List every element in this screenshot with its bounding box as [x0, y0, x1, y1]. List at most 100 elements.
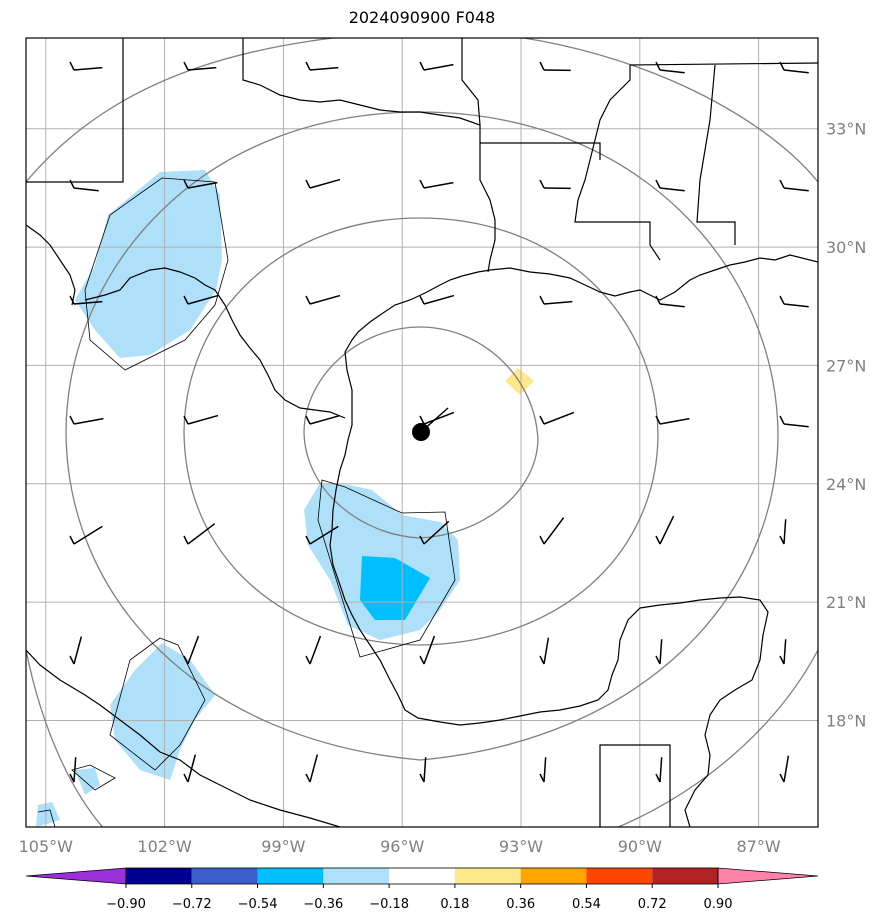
- coastline-texas-south: [329, 351, 769, 827]
- shade-light-blue-south: [110, 643, 215, 780]
- wind-barb: [779, 755, 790, 783]
- wind-barb: [69, 295, 103, 305]
- lat-tick-label: 18°N: [826, 711, 866, 730]
- wind-barb: [539, 637, 550, 665]
- wind-barb: [539, 517, 565, 545]
- wind-barb: [779, 61, 809, 74]
- shade-light-blue-small-1: [75, 768, 100, 795]
- wind-barb: [305, 635, 322, 665]
- colorbar-tick-label: 0.72: [638, 897, 667, 912]
- lat-tick-label: 27°N: [826, 356, 866, 375]
- colorbar-tick-label: 0.90: [704, 897, 733, 912]
- lon-tick-label: 93°W: [499, 837, 543, 856]
- border-tennessee: [629, 62, 818, 66]
- border-states-west: [26, 38, 124, 183]
- coastline-mexico-west: [26, 224, 76, 306]
- contour-west: [84, 177, 229, 371]
- contour-small-2: [37, 809, 56, 827]
- wind-barb: [655, 639, 663, 665]
- colorbar-tick-label: −0.36: [303, 897, 343, 912]
- wind-barb: [655, 61, 685, 74]
- wind-barb: [305, 178, 341, 189]
- lon-tick-label: 99°W: [261, 837, 305, 856]
- colorbar-tick-label: −0.72: [172, 897, 212, 912]
- wind-barb: [419, 411, 455, 425]
- colorbar-segment: [520, 868, 587, 884]
- contour-lines: [37, 177, 456, 827]
- coastline-mexico-pacific: [26, 649, 341, 827]
- wind-barb: [305, 525, 339, 545]
- border-texas-north: [242, 38, 496, 273]
- coastlines-borders: [26, 38, 818, 827]
- colorbar-segment: [586, 868, 653, 884]
- gridlines: [26, 38, 818, 827]
- wind-barb: [183, 523, 216, 545]
- border-alabama: [696, 64, 736, 245]
- colorbar-segment: [323, 868, 390, 884]
- colorbar-tick-label: −0.18: [369, 897, 409, 912]
- wind-barb: [655, 179, 685, 192]
- wind-barb: [183, 61, 217, 71]
- wind-barb: [69, 415, 104, 425]
- wind-barb: [779, 179, 809, 192]
- wind-barb: [419, 179, 454, 189]
- wind-barb: [69, 61, 103, 71]
- lon-tick-label: 90°W: [618, 837, 662, 856]
- wind-barb: [183, 414, 219, 425]
- lat-tick-label: 33°N: [826, 120, 866, 139]
- wind-barb: [779, 415, 809, 428]
- border-arkansas: [480, 142, 601, 160]
- coastline-gulf-north: [344, 254, 818, 353]
- colorbar-segment: [191, 868, 258, 884]
- border-mississippi: [574, 65, 661, 261]
- range-ring-middle: [183, 217, 659, 646]
- map-frame: [25, 37, 819, 828]
- shade-blue-gulf: [360, 556, 430, 620]
- wind-barb: [183, 294, 219, 305]
- lat-tick-label: 21°N: [826, 593, 866, 612]
- colorbar-tick-label: 0.36: [506, 897, 535, 912]
- lon-tick-label: 96°W: [380, 837, 424, 856]
- lon-tick-label: 105°W: [19, 837, 74, 856]
- colorbar-segment: [257, 868, 324, 884]
- wind-barb: [183, 179, 218, 189]
- colorbar-segment: [454, 868, 521, 884]
- border-oklahoma: [461, 38, 481, 126]
- wind-barb: [69, 757, 77, 783]
- wind-barb: [69, 525, 103, 545]
- shade-light-blue-small-2: [36, 802, 60, 827]
- contour-south: [109, 637, 206, 771]
- shaded-regions: [36, 170, 534, 827]
- wind-barb: [419, 757, 427, 783]
- colorbar-extend-low: [25, 867, 127, 885]
- wind-barb: [183, 635, 200, 665]
- wind-barb: [69, 636, 83, 665]
- border-guatemala: [599, 744, 671, 827]
- lon-tick-label: 87°W: [737, 837, 781, 856]
- wind-barb: [183, 754, 197, 783]
- colorbar-tick-label: 0.54: [572, 897, 601, 912]
- wind-barb: [655, 415, 690, 425]
- wind-barb: [539, 61, 571, 72]
- colorbar-tick-label: −0.90: [106, 897, 146, 912]
- wind-barb: [305, 294, 341, 305]
- colorbar: −0.90 −0.72 −0.54 −0.36 −0.18 0.18 0.36 0.54 0.7…: [25, 867, 819, 912]
- range-ring-outer: [65, 111, 779, 761]
- lat-tick-label: 24°N: [826, 475, 866, 494]
- wind-barb: [655, 757, 663, 783]
- border-us-mexico: [84, 267, 346, 419]
- wind-barb: [539, 411, 575, 425]
- wind-barb: [539, 295, 573, 305]
- contour-small: [71, 764, 116, 791]
- wind-barb: [655, 515, 675, 545]
- wind-barb: [655, 295, 685, 308]
- wind-barb: [419, 635, 436, 665]
- wind-barb: [539, 179, 571, 190]
- wind-barb: [69, 179, 99, 192]
- map-title: 2024090900 F048: [348, 8, 496, 27]
- lat-tick-label: 30°N: [826, 238, 866, 257]
- colorbar-extend-high: [717, 867, 819, 885]
- lon-tick-label: 102°W: [137, 837, 192, 856]
- wind-barb: [779, 639, 787, 665]
